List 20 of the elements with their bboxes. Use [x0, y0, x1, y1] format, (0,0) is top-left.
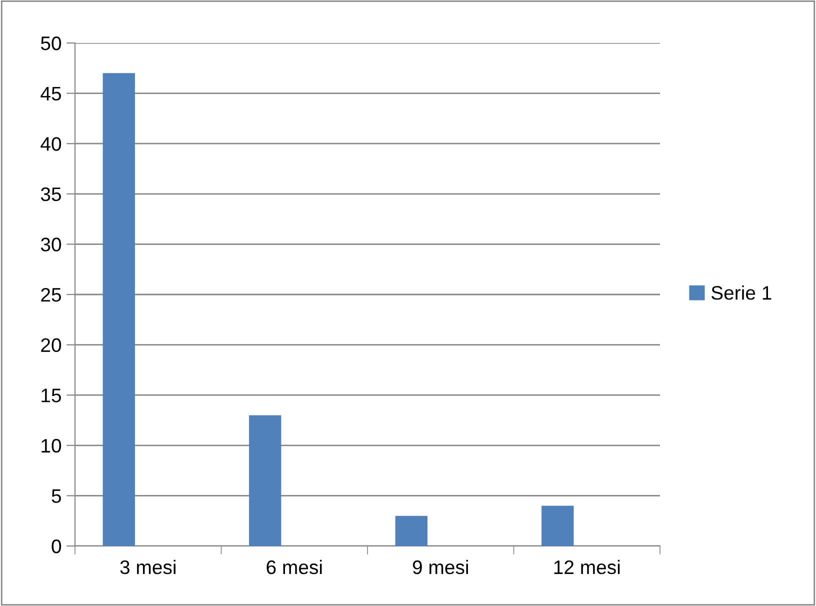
- y-tick-label: 10: [42, 438, 62, 453]
- y-tick-label: 35: [40, 187, 61, 202]
- x-tick-label: 6 mesi: [266, 560, 322, 574]
- x-tick-label: 9 mesi: [412, 560, 468, 574]
- bar: [249, 415, 282, 546]
- legend-label: Serie 1: [711, 285, 772, 300]
- y-tick-label: 40: [40, 137, 62, 151]
- bar: [395, 516, 428, 546]
- y-tick-label: 15: [42, 388, 61, 402]
- x-tick-label: 12 mesi: [554, 560, 620, 574]
- y-tick-label: 25: [41, 288, 61, 302]
- y-tick-label: 50: [40, 36, 62, 50]
- bar: [542, 506, 574, 546]
- x-tick-label: 3 mesi: [120, 560, 176, 574]
- bar: [102, 73, 135, 546]
- y-tick-label: 5: [52, 489, 61, 503]
- y-tick-label: 0: [52, 539, 62, 554]
- y-tick-label: 30: [40, 238, 62, 252]
- y-tick-label: 20: [41, 338, 62, 352]
- y-tick-label: 45: [40, 86, 61, 101]
